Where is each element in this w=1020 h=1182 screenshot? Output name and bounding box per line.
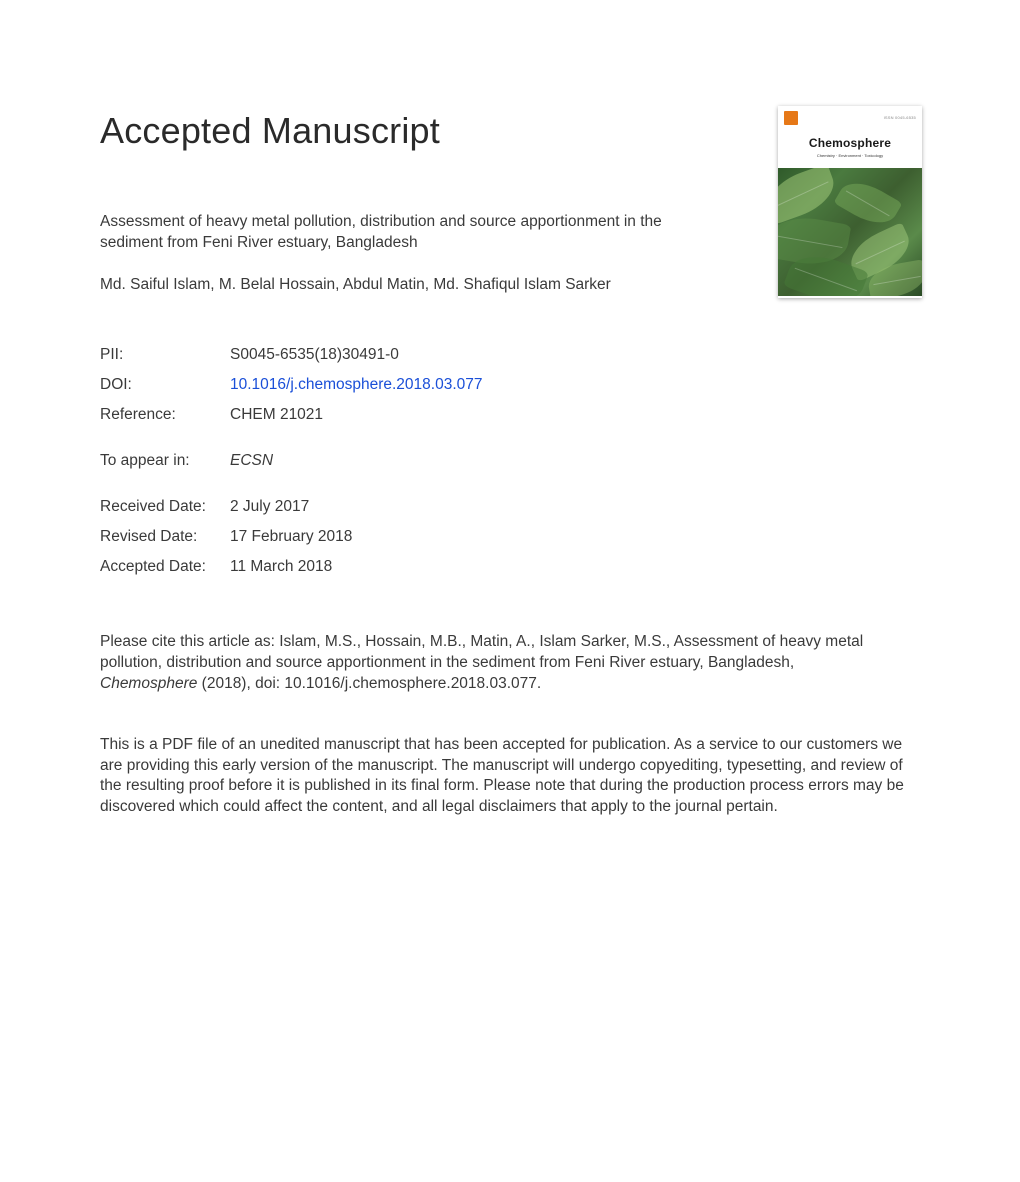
meta-label: Revised Date: [100,522,230,552]
spacer [100,430,483,446]
meta-row-accepted: Accepted Date: 11 March 2018 [100,552,483,582]
meta-label: To appear in: [100,446,230,476]
elsevier-logo-icon [784,111,798,125]
citation-journal: Chemosphere [100,675,197,692]
disclaimer-text: This is a PDF file of an unedited manusc… [100,735,920,819]
doi-link[interactable]: 10.1016/j.chemosphere.2018.03.077 [230,376,483,393]
meta-label: Received Date: [100,492,230,522]
cover-journal-name: Chemosphere [778,136,922,150]
journal-cover-thumbnail: ISSN 0045-6535 Chemosphere Chemistry · E… [778,106,922,298]
cover-subtitle: Chemistry · Environment · Toxicology [778,153,922,158]
meta-label: Accepted Date: [100,552,230,582]
leaf-icon [778,168,841,225]
meta-label: PII: [100,340,230,370]
article-title: Assessment of heavy metal pollution, dis… [100,212,720,254]
meta-label: Reference: [100,400,230,430]
spacer [100,476,483,492]
meta-row-reference: Reference: CHEM 21021 [100,400,483,430]
meta-value: 2 July 2017 [230,492,483,522]
meta-value: ECSN [230,446,483,476]
meta-row-received: Received Date: 2 July 2017 [100,492,483,522]
meta-value: 17 February 2018 [230,522,483,552]
citation-suffix: (2018), doi: 10.1016/j.chemosphere.2018.… [197,675,541,692]
meta-row-appear: To appear in: ECSN [100,446,483,476]
cover-issn: ISSN 0045-6535 [884,115,916,120]
meta-value: 11 March 2018 [230,552,483,582]
meta-row-doi: DOI: 10.1016/j.chemosphere.2018.03.077 [100,370,483,400]
meta-value: CHEM 21021 [230,400,483,430]
citation-text: Please cite this article as: Islam, M.S.… [100,632,880,695]
metadata-table: PII: S0045-6535(18)30491-0 DOI: 10.1016/… [100,340,483,582]
cover-title-band: Chemosphere Chemistry · Environment · To… [778,130,922,168]
meta-row-pii: PII: S0045-6535(18)30491-0 [100,340,483,370]
page-container: ISSN 0045-6535 Chemosphere Chemistry · E… [0,0,1020,878]
cover-artwork [778,168,922,296]
meta-value: S0045-6535(18)30491-0 [230,340,483,370]
meta-row-revised: Revised Date: 17 February 2018 [100,522,483,552]
cover-header: ISSN 0045-6535 [778,106,922,130]
meta-label: DOI: [100,370,230,400]
citation-prefix: Please cite this article as: Islam, M.S.… [100,633,863,671]
